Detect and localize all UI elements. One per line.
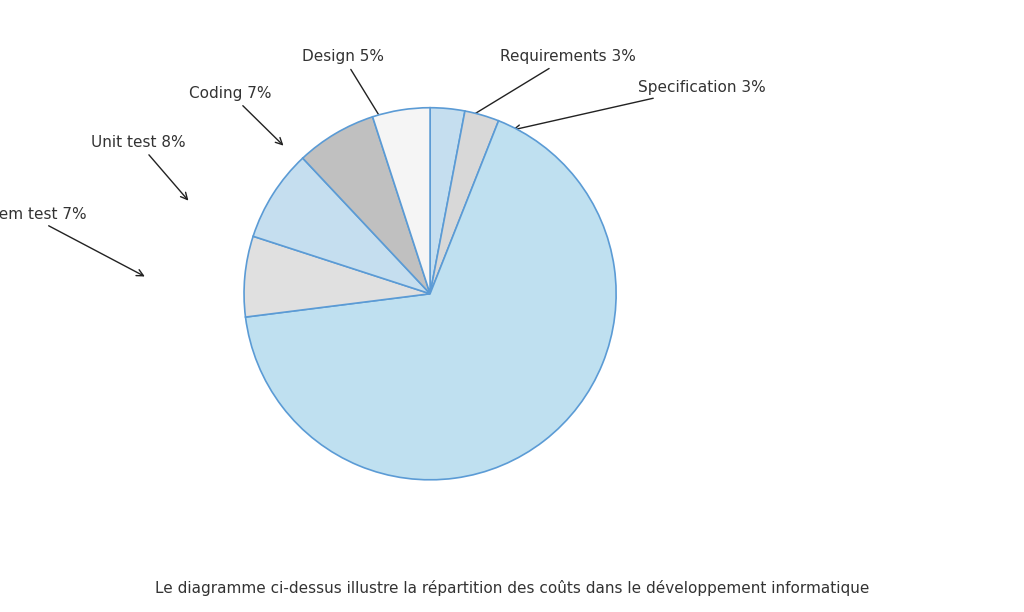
- Wedge shape: [373, 108, 430, 294]
- Wedge shape: [430, 108, 465, 294]
- Text: Unit test 8%: Unit test 8%: [91, 135, 187, 200]
- Text: Requirements 3%: Requirements 3%: [461, 49, 636, 122]
- Wedge shape: [244, 236, 430, 317]
- Text: System test 7%: System test 7%: [0, 207, 143, 276]
- Wedge shape: [246, 121, 616, 480]
- Text: Maintenance
67%: Maintenance 67%: [392, 354, 509, 393]
- Wedge shape: [430, 111, 499, 294]
- Text: Specification 3%: Specification 3%: [514, 80, 765, 132]
- Wedge shape: [253, 158, 430, 294]
- Text: Design 5%: Design 5%: [302, 49, 384, 122]
- Wedge shape: [303, 117, 430, 294]
- Text: Coding 7%: Coding 7%: [189, 86, 283, 144]
- Text: Le diagramme ci-dessus illustre la répartition des coûts dans le développement i: Le diagramme ci-dessus illustre la répar…: [155, 580, 869, 595]
